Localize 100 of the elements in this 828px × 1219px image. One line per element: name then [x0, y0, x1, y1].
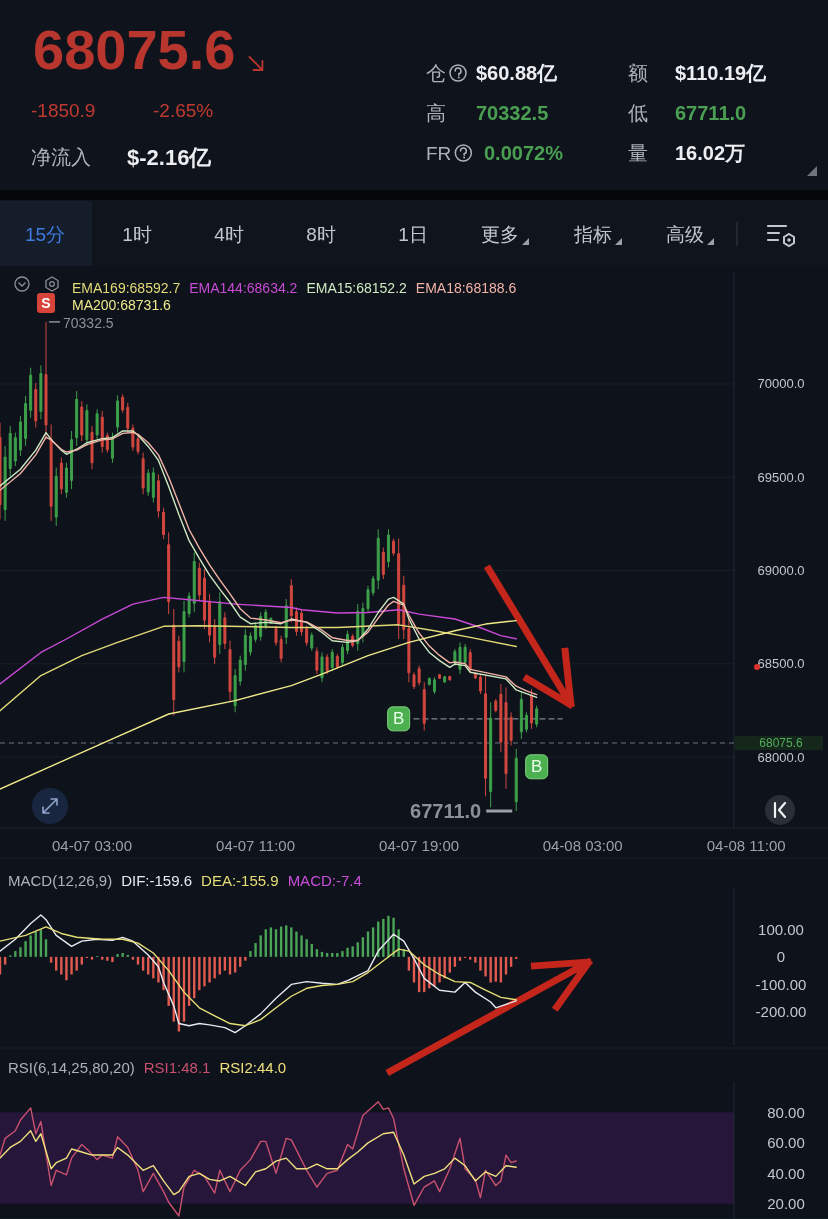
- candlestick: [197, 562, 201, 602]
- y-tick-label: 100.00: [758, 920, 804, 938]
- candlestick: [141, 452, 145, 495]
- y-tick-label: 68000.0: [757, 749, 805, 765]
- text: -2.65%: [153, 99, 214, 121]
- bar: [213, 956, 216, 979]
- bar: [116, 954, 119, 957]
- text: 4时: [214, 223, 244, 245]
- text: 仓: [426, 62, 446, 84]
- bar: [70, 956, 73, 975]
- candlestick: [162, 507, 166, 540]
- bar: [392, 917, 395, 957]
- bar: [300, 935, 303, 957]
- candlestick: [422, 681, 426, 732]
- candlestick: [305, 625, 309, 647]
- candlestick: [18, 415, 22, 457]
- candlestick: [243, 628, 247, 672]
- bar: [351, 946, 354, 957]
- candlestick: [121, 393, 125, 414]
- candlestick: [376, 528, 380, 590]
- bar: [152, 956, 155, 979]
- bar: [65, 956, 68, 981]
- candlestick: [44, 321, 48, 440]
- ref-line-label: 68075.6: [759, 736, 804, 750]
- candlestick: [228, 640, 232, 702]
- bar: [489, 956, 492, 983]
- candlestick: [478, 673, 482, 695]
- y-tick-label: 0: [776, 948, 786, 966]
- text: $110.19亿: [675, 62, 768, 84]
- text: 68075.6: [33, 17, 236, 81]
- candlestick: [489, 701, 493, 808]
- text: 高: [426, 102, 446, 124]
- text: 量: [628, 142, 648, 164]
- y-tick-label: 69000.0: [757, 563, 805, 579]
- candlestick: [427, 676, 431, 687]
- candlestick: [156, 473, 160, 519]
- candlestick: [34, 382, 38, 429]
- bar: [336, 953, 339, 957]
- candlestick: [524, 711, 528, 733]
- y-tick-label: 70000.0: [757, 376, 805, 392]
- bar: [29, 935, 32, 957]
- bar: [305, 939, 308, 957]
- y-tick-label: 20.00: [767, 1195, 805, 1213]
- candlestick: [340, 643, 344, 667]
- legend: MACD(12,26,9) DIF:-159.6 DEA:-155.9 MACD:-7.4: [8, 871, 362, 889]
- text: 16.02万: [675, 142, 746, 164]
- text: 高级: [666, 223, 704, 245]
- candlestick: [407, 618, 411, 683]
- legend: EMA169:68592.7 EMA144:68634.2 EMA15:68152.2 EMA18:68188.6 MA200:68731.6: [72, 280, 517, 313]
- x-tick-label: 04-08 11:00: [706, 836, 786, 854]
- legend: RSI(6,14,25,80,20) RSI1:48.1 RSI2:44.0: [8, 1058, 287, 1076]
- text: 15分: [24, 223, 66, 245]
- candlestick: [39, 364, 43, 420]
- y-tick-label: -200.00: [755, 1003, 807, 1021]
- bar: [295, 931, 298, 957]
- bar: [14, 951, 17, 957]
- bar: [443, 956, 446, 979]
- candlestick: [325, 653, 329, 675]
- bar: [387, 915, 390, 957]
- text: 指标: [573, 223, 612, 245]
- annotation: B: [392, 709, 405, 729]
- bar: [484, 956, 487, 977]
- y-tick-label: 69500.0: [757, 469, 805, 485]
- candlestick: [80, 400, 84, 442]
- candlestick: [59, 457, 63, 495]
- candlestick: [3, 445, 7, 522]
- bar: [474, 956, 477, 963]
- text: 70332.5: [476, 102, 549, 124]
- annotation: B: [530, 757, 543, 777]
- candlestick: [519, 691, 523, 740]
- candlestick: [24, 395, 28, 447]
- candlestick: [85, 403, 89, 447]
- bar: [341, 951, 344, 957]
- candlestick: [75, 390, 79, 447]
- annotation: S: [41, 294, 51, 311]
- candlestick: [484, 675, 488, 797]
- bar: [249, 951, 252, 957]
- bar: [203, 956, 206, 987]
- candlestick: [432, 676, 436, 695]
- candlestick: [514, 748, 518, 812]
- y-tick-label: 40.00: [767, 1164, 805, 1182]
- candlestick: [438, 673, 442, 680]
- bar: [259, 935, 262, 957]
- bar: [121, 953, 124, 957]
- candlestick: [315, 646, 319, 675]
- candlestick: [64, 462, 68, 499]
- text: 0.0072%: [484, 142, 564, 164]
- bar: [290, 927, 293, 957]
- bar: [208, 956, 211, 983]
- candlestick: [223, 611, 227, 650]
- annotation: 70332.5: [63, 314, 114, 331]
- text: 1时: [122, 223, 152, 245]
- candlestick: [90, 425, 94, 470]
- x-tick-label: 04-07 11:00: [216, 836, 296, 854]
- bar: [244, 956, 247, 961]
- candlestick: [95, 408, 99, 440]
- candlestick: [238, 655, 242, 687]
- text: 低: [628, 102, 648, 124]
- bar: [346, 947, 349, 957]
- bar: [438, 956, 441, 983]
